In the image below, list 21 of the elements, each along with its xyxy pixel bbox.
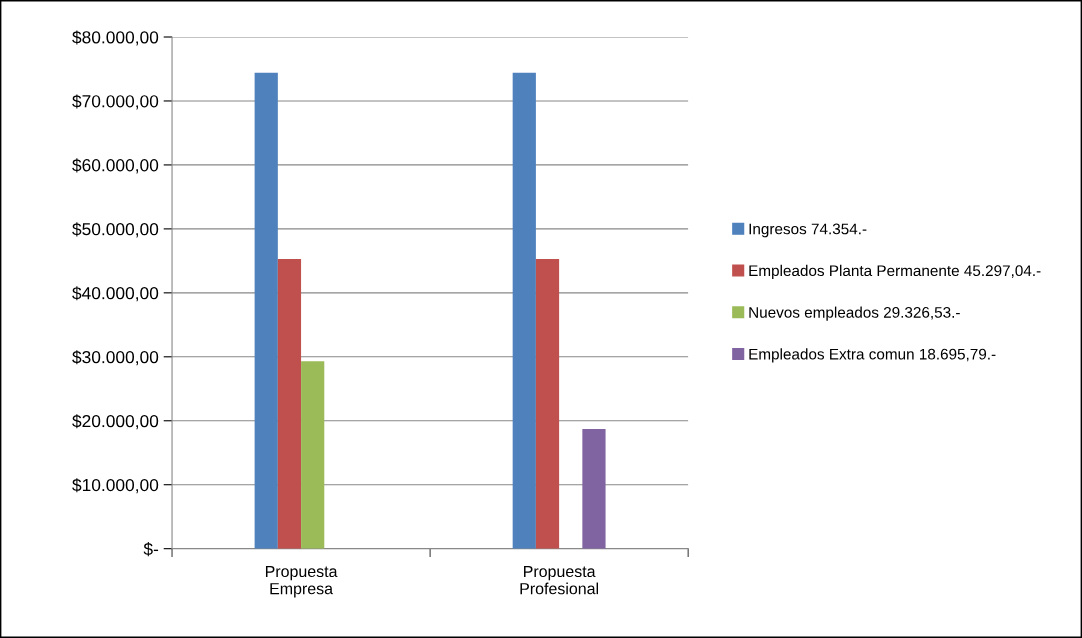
y-tick-label: $30.000,00 bbox=[72, 350, 159, 366]
bar bbox=[277, 258, 302, 549]
legend-label: Empleados Planta Permanente 45.297,04.- bbox=[749, 264, 1041, 280]
y-tick-label: $80.000,00 bbox=[72, 30, 159, 46]
y-tick-label: $20.000,00 bbox=[72, 414, 159, 430]
legend-label: Nuevos empleados 29.326,53.- bbox=[749, 306, 960, 321]
bar bbox=[535, 258, 560, 549]
y-tick-label: $70.000,00 bbox=[72, 94, 159, 110]
x-tick-label: Propuesta Empresa bbox=[265, 565, 338, 598]
y-tick-label: $40.000,00 bbox=[72, 286, 159, 302]
bar bbox=[582, 429, 606, 549]
y-tick-label: $- bbox=[143, 542, 159, 557]
bar bbox=[254, 72, 278, 549]
bar bbox=[301, 361, 325, 549]
y-tick-label: $50.000,00 bbox=[72, 222, 159, 238]
y-tick-label: $60.000,00 bbox=[72, 158, 159, 174]
bar bbox=[512, 72, 536, 549]
y-tick-label: $10.000,00 bbox=[72, 478, 159, 494]
x-tick-label: Propuesta Profesional bbox=[520, 565, 599, 595]
legend-label: Empleados Extra comun 18.695,79.- bbox=[749, 348, 996, 363]
legend-label: Ingresos 74.354.- bbox=[749, 223, 867, 238]
